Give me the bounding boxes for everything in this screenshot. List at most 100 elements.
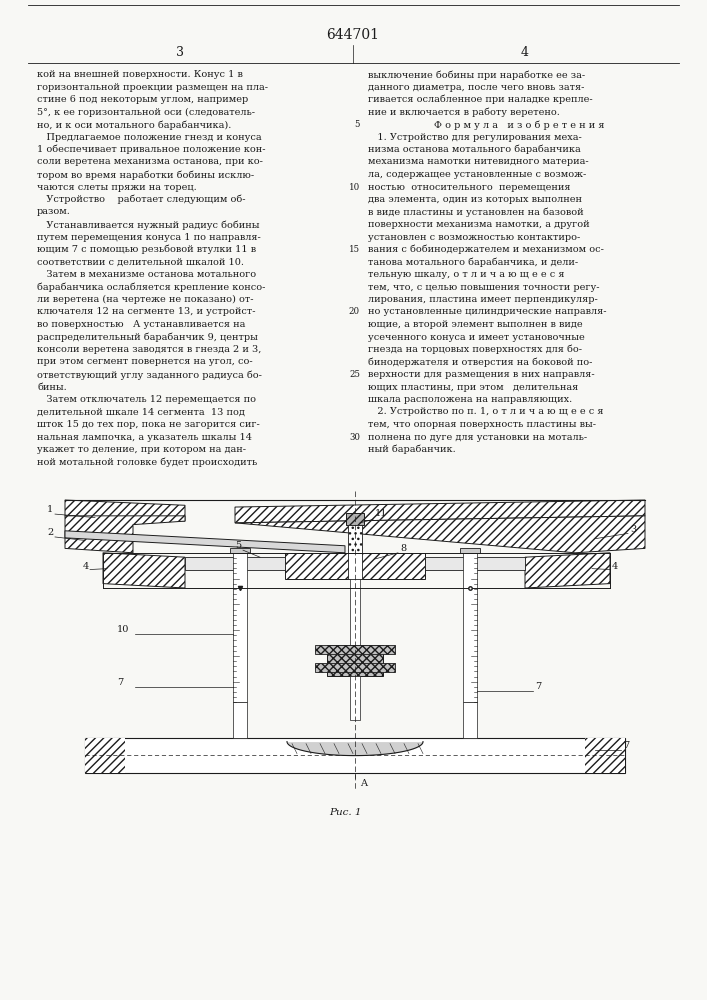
Text: чаются слеты пряжи на торец.: чаются слеты пряжи на торец. (37, 182, 197, 192)
Text: 644701: 644701 (327, 28, 380, 42)
Text: распределительный барабанчик 9, центры: распределительный барабанчик 9, центры (37, 332, 258, 342)
Text: Предлагаемое положение гнезд и конуса: Предлагаемое положение гнезд и конуса (37, 132, 262, 141)
Bar (315, 645, 395, 654)
Bar (346, 513, 364, 525)
Text: тельную шкалу, о т л и ч а ю щ е е с я: тельную шкалу, о т л и ч а ю щ е е с я (368, 270, 564, 279)
Bar (285, 553, 425, 579)
Text: бинодержателя и отверстия на боковой по-: бинодержателя и отверстия на боковой по- (368, 358, 592, 367)
Text: усеченного конуса и имеет установочные: усеченного конуса и имеет установочные (368, 332, 585, 342)
Text: 7: 7 (117, 678, 123, 687)
Text: установлен с возможностью контактиро-: установлен с возможностью контактиро- (368, 232, 580, 241)
Bar (85, 738, 125, 773)
Text: 10: 10 (117, 625, 129, 634)
Text: 20: 20 (349, 308, 360, 316)
Text: ла, содержащее установленные с возмож-: ла, содержащее установленные с возмож- (368, 170, 586, 179)
Text: кой на внешней поверхности. Конус 1 в: кой на внешней поверхности. Конус 1 в (37, 70, 243, 79)
Text: танова мотального барабанчика, и дели-: танова мотального барабанчика, и дели- (368, 257, 578, 267)
Text: лирования, пластина имеет перпендикуляр-: лирования, пластина имеет перпендикуляр- (368, 295, 597, 304)
Text: ной мотальной головке будет происходить: ной мотальной головке будет происходить (37, 458, 257, 467)
Bar (350, 676, 360, 720)
Polygon shape (235, 500, 645, 523)
Text: ние и включается в работу веретено.: ние и включается в работу веретено. (368, 107, 560, 117)
Text: полнена по дуге для установки на мотaль-: полнена по дуге для установки на мотaль- (368, 432, 587, 442)
Bar (233, 702, 247, 738)
Bar (315, 663, 395, 672)
Text: укажет то деление, при котором на дан-: укажет то деление, при котором на дан- (37, 445, 246, 454)
Text: 2. Устройство по п. 1, о т л и ч а ю щ е е с я: 2. Устройство по п. 1, о т л и ч а ю щ е… (368, 408, 604, 416)
Text: выключение бобины при наработке ее за-: выключение бобины при наработке ее за- (368, 70, 585, 80)
Bar (585, 738, 625, 773)
Text: тем, что опорная поверхность пластины вы-: тем, что опорная поверхность пластины вы… (368, 420, 596, 429)
Text: 15: 15 (349, 245, 360, 254)
Text: но установленные цилиндрические направля-: но установленные цилиндрические направля… (368, 308, 607, 316)
Text: стине 6 под некоторым углом, например: стине 6 под некоторым углом, например (37, 95, 248, 104)
Text: A: A (360, 779, 367, 788)
Text: 1: 1 (47, 505, 53, 514)
Text: во поверхностью   А устанавливается на: во поверхностью А устанавливается на (37, 320, 245, 329)
Text: 1. Устройство для регулирования меха-: 1. Устройство для регулирования меха- (368, 132, 582, 141)
Text: ответствующий углу заданного радиуса бо-: ответствующий углу заданного радиуса бо- (37, 370, 262, 379)
Bar (350, 579, 360, 650)
Text: гивается ослабленное при наладке крепле-: гивается ослабленное при наладке крепле- (368, 95, 592, 104)
Text: вания с бобинодержателем и механизмом ос-: вания с бобинодержателем и механизмом ос… (368, 245, 604, 254)
Bar (348, 525, 362, 553)
Bar (463, 702, 477, 738)
Polygon shape (103, 553, 185, 588)
Text: 30: 30 (349, 432, 360, 442)
Polygon shape (65, 500, 185, 521)
Text: 11: 11 (375, 509, 387, 518)
Text: ностью  относительного  перемещения: ностью относительного перемещения (368, 182, 571, 192)
Text: шток 15 до тех пор, пока не загорится сиг-: шток 15 до тех пор, пока не загорится си… (37, 420, 259, 429)
Text: гнезда на торцовых поверхностях для бо-: гнезда на торцовых поверхностях для бо- (368, 345, 582, 355)
Text: 25: 25 (349, 370, 360, 379)
Polygon shape (235, 516, 645, 553)
Polygon shape (525, 553, 610, 588)
Bar (185, 557, 285, 570)
Bar (460, 548, 480, 553)
Text: данного диаметра, после чего вновь затя-: данного диаметра, после чего вновь затя- (368, 83, 585, 92)
Text: 1 обеспечивает привальное положение кон-: 1 обеспечивает привальное положение кон- (37, 145, 266, 154)
Polygon shape (65, 516, 185, 553)
Text: барабанчика ослабляется крепление консо-: барабанчика ослабляется крепление консо- (37, 282, 265, 292)
Text: Устанавливается нужный радиус бобины: Устанавливается нужный радиус бобины (37, 220, 259, 230)
Text: 5: 5 (354, 120, 360, 129)
Bar (85, 738, 625, 773)
Bar (425, 557, 525, 570)
Bar (348, 553, 362, 579)
Polygon shape (65, 531, 345, 553)
Text: низма останова мотального барабанчика: низма останова мотального барабанчика (368, 145, 580, 154)
Text: ющим 7 с помощью резьбовой втулки 11 в: ющим 7 с помощью резьбовой втулки 11 в (37, 245, 256, 254)
Text: верхности для размещения в них направля-: верхности для размещения в них направля- (368, 370, 595, 379)
Bar (463, 553, 477, 702)
Text: 8: 8 (400, 544, 406, 553)
Bar (233, 553, 247, 702)
Text: Рис. 1: Рис. 1 (329, 808, 361, 817)
Text: соли веретена механизма останова, при ко-: соли веретена механизма останова, при ко… (37, 157, 263, 166)
Text: путем перемещения конуса 1 по направля-: путем перемещения конуса 1 по направля- (37, 232, 261, 241)
Text: ключателя 12 на сегменте 13, и устройст-: ключателя 12 на сегменте 13, и устройст- (37, 308, 255, 316)
Text: соответствии с делительной шкалой 10.: соответствии с делительной шкалой 10. (37, 257, 244, 266)
Text: 7: 7 (535, 682, 542, 691)
Text: нальная лампочка, а указатель шкалы 14: нальная лампочка, а указатель шкалы 14 (37, 432, 252, 442)
Text: 7: 7 (623, 741, 629, 750)
Text: Затем отключатель 12 перемещается по: Затем отключатель 12 перемещается по (37, 395, 256, 404)
Text: горизонтальной проекции размещен на пла-: горизонтальной проекции размещен на пла- (37, 83, 268, 92)
Text: в виде пластины и установлен на базовой: в виде пластины и установлен на базовой (368, 208, 583, 217)
Text: два элемента, один из которых выполнен: два элемента, один из которых выполнен (368, 195, 582, 204)
Text: 10: 10 (349, 182, 360, 192)
Text: 5°, к ее горизонтальной оси (следователь-: 5°, к ее горизонтальной оси (следователь… (37, 107, 255, 117)
Text: механизма намотки нитевидного материа-: механизма намотки нитевидного материа- (368, 157, 589, 166)
Text: Затем в механизме останова мотального: Затем в механизме останова мотального (37, 270, 256, 279)
Text: 4: 4 (83, 562, 89, 571)
Text: разом.: разом. (37, 208, 71, 217)
Text: но, и к оси мотального барабанчика).: но, и к оси мотального барабанчика). (37, 120, 231, 129)
Text: Ф о р м у л а   и з о б р е т е н и я: Ф о р м у л а и з о б р е т е н и я (434, 120, 604, 129)
Text: ющих пластины, при этом   делительная: ющих пластины, при этом делительная (368, 382, 578, 391)
Text: Устройство    работает следующим об-: Устройство работает следующим об- (37, 195, 245, 205)
Text: тором во время наработки бобины исклю-: тором во время наработки бобины исклю- (37, 170, 254, 180)
Text: 5: 5 (235, 541, 241, 550)
Text: при этом сегмент повернется на угол, со-: при этом сегмент повернется на угол, со- (37, 358, 252, 366)
Bar (230, 548, 250, 553)
Text: поверхности механизма намотки, а другой: поверхности механизма намотки, а другой (368, 220, 590, 229)
Text: 3: 3 (630, 525, 636, 534)
